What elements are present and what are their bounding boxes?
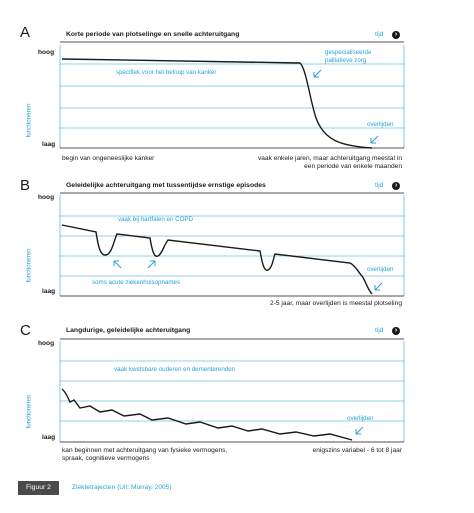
- panel-a-note-death: overlijden: [367, 121, 394, 128]
- panel-a-arrow-death: [370, 135, 379, 144]
- panel-b-graph: [59, 192, 405, 297]
- panel-a-time-label: tijd: [375, 31, 384, 38]
- panel-a-bottom-right-1: vaak enkele jaren, maar achteruitgang me…: [257, 155, 402, 162]
- panel-a-bottom-right-2: een periode van enkele maanden: [304, 163, 402, 170]
- panel-c-arrow-death: [355, 426, 364, 435]
- panel-b-time-label: tijd: [375, 182, 384, 189]
- panel-a-arrow-palliative: [313, 69, 322, 78]
- figure-caption: Ziektetrajecten (Uit: Murray, 2005): [72, 484, 172, 491]
- panel-b-trajectory: [61, 224, 373, 295]
- panel-c-y-high: hoog: [38, 340, 55, 347]
- panel-a-note-palliative-2: palliatieve zorg: [325, 57, 367, 64]
- panel-a-letter: A: [20, 24, 31, 41]
- panel-b-note-admissions: soms acute ziekenhuisopnames: [92, 279, 181, 286]
- panel-c-bottom-right: enigszins variabel - 6 tot 8 jaar: [312, 447, 402, 454]
- panel-b-title: Geleidelijke achteruitgang met tussentij…: [66, 182, 266, 189]
- panel-c-note-death: overlijden: [347, 415, 374, 422]
- panel-c-trajectory: [61, 388, 353, 441]
- panel-a-y-high: hoog: [38, 49, 55, 56]
- panel-c-graph: [59, 338, 405, 443]
- panel-c-title: Langdurige, geleidelijke achteruitgang: [66, 327, 191, 334]
- panel-b-arrow-admission-2: [147, 260, 156, 269]
- panel-a-trajectory: [61, 58, 373, 149]
- panel-a-title: Korte periode van plotselinge en snelle …: [66, 31, 240, 38]
- panel-a-note-palliative-1: gespecialiseerde: [325, 49, 372, 56]
- panel-a-bottom-left: begin van ongeneeslijke kanker: [62, 155, 155, 162]
- panel-b-arrow-admission-1: [113, 260, 122, 269]
- panel-a-graph: [59, 41, 405, 149]
- panel-c-letter: C: [20, 322, 31, 339]
- panel-c-y-axis-label: functioneren: [25, 394, 33, 429]
- panel-a-y-low: laag: [42, 141, 56, 148]
- panel-b-letter: B: [20, 177, 31, 194]
- panel-c-bottom-left-1: kan beginnen met achteruitgang van fysie…: [62, 447, 228, 454]
- panel-c-note-elderly: vaak kwetsbare ouderen en dementerenden: [114, 366, 236, 373]
- panel-b-bottom-right: 2-5 jaar, maar overlijden is meestal plo…: [270, 300, 402, 307]
- panel-b-note-death: overlijden: [367, 266, 394, 273]
- arrow-right-icon: ›: [392, 182, 400, 190]
- panel-a-note-cancer: specifiek voor het beloop van kanker: [116, 69, 217, 76]
- arrow-right-icon: ›: [392, 327, 400, 335]
- panel-b-y-low: laag: [42, 288, 56, 295]
- panel-c-bottom-left-2: spraak, cognitieve vermogens: [62, 455, 150, 462]
- panel-c-time-label: tijd: [375, 327, 384, 334]
- figure-badge: Figuur 2: [18, 481, 59, 495]
- arrow-right-icon: ›: [392, 31, 400, 39]
- panel-b-arrow-death: [374, 282, 383, 291]
- panel-b-note-heart: vaak bij hartfalen en COPD: [118, 216, 193, 223]
- panel-b-y-high: hoog: [38, 194, 55, 201]
- panel-c-y-low: laag: [42, 434, 56, 441]
